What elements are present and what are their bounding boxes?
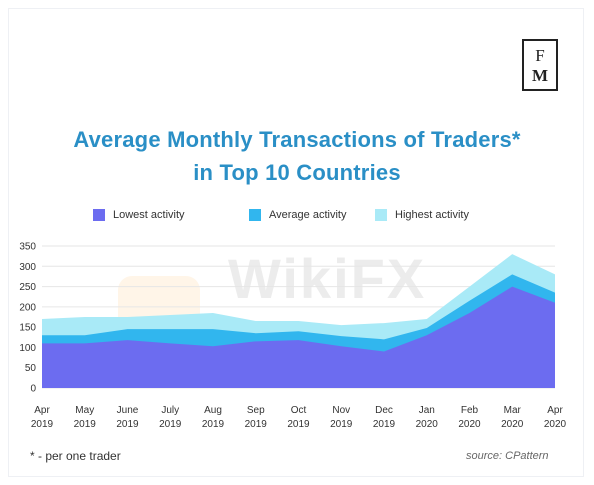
legend-item-average: Average activity: [249, 206, 346, 224]
x-tick-label: Mar: [504, 405, 522, 416]
x-tick-year-label: 2019: [330, 419, 353, 430]
x-tick-label: Apr: [34, 405, 50, 416]
legend-label-highest: Highest activity: [395, 209, 469, 221]
x-tick-label: July: [161, 405, 179, 416]
x-tick-year-label: 2019: [74, 419, 97, 430]
y-tick-label: 50: [25, 363, 37, 374]
chart-title: Average Monthly Transactions of Traders*: [73, 127, 521, 152]
x-tick-year-label: 2020: [416, 419, 439, 430]
legend-item-lowest: Lowest activity: [93, 206, 185, 224]
chart-card: [8, 8, 584, 477]
x-tick-label: Aug: [204, 405, 222, 416]
x-tick-year-label: 2020: [544, 419, 567, 430]
y-tick-label: 300: [19, 262, 36, 273]
x-tick-label: June: [117, 405, 139, 416]
x-tick-label: Nov: [332, 405, 350, 416]
y-tick-label: 150: [19, 323, 36, 334]
footnote: * - per one trader: [30, 449, 121, 463]
x-tick-label: Oct: [291, 405, 307, 416]
x-tick-year-label: 2020: [458, 419, 481, 430]
x-tick-year-label: 2019: [31, 419, 54, 430]
y-tick-label: 200: [19, 302, 36, 313]
brand-logo: F M: [522, 39, 558, 91]
x-tick-year-label: 2019: [373, 419, 396, 430]
legend-label-lowest: Lowest activity: [113, 209, 185, 221]
x-tick-year-label: 2019: [202, 419, 225, 430]
chart-subtitle: in Top 10 Countries: [193, 160, 401, 185]
legend-item-highest: Highest activity: [375, 206, 469, 224]
x-tick-label: Dec: [375, 405, 393, 416]
y-tick-label: 0: [30, 384, 36, 395]
y-tick-label: 250: [19, 282, 36, 293]
logo-letter-m: M: [531, 65, 549, 85]
x-tick-year-label: 2019: [159, 419, 182, 430]
x-tick-label: Apr: [547, 405, 563, 416]
x-tick-year-label: 2020: [501, 419, 524, 430]
legend-swatch-lowest: [93, 209, 105, 221]
legend-label-average: Average activity: [269, 209, 347, 221]
logo-letter-f: F: [535, 45, 545, 65]
x-tick-year-label: 2019: [245, 419, 268, 430]
area-lowest-activity: [42, 286, 555, 388]
y-tick-label: 100: [19, 343, 36, 354]
legend-swatch-average: [249, 209, 261, 221]
x-tick-label: Sep: [247, 405, 265, 416]
x-tick-year-label: 2019: [116, 419, 139, 430]
x-tick-label: May: [75, 405, 94, 416]
x-tick-year-label: 2019: [287, 419, 310, 430]
x-tick-label: Feb: [461, 405, 479, 416]
source-note: source: CPattern: [466, 450, 549, 462]
x-tick-label: Jan: [419, 405, 435, 416]
legend-swatch-highest: [375, 209, 387, 221]
y-tick-label: 350: [19, 242, 36, 253]
